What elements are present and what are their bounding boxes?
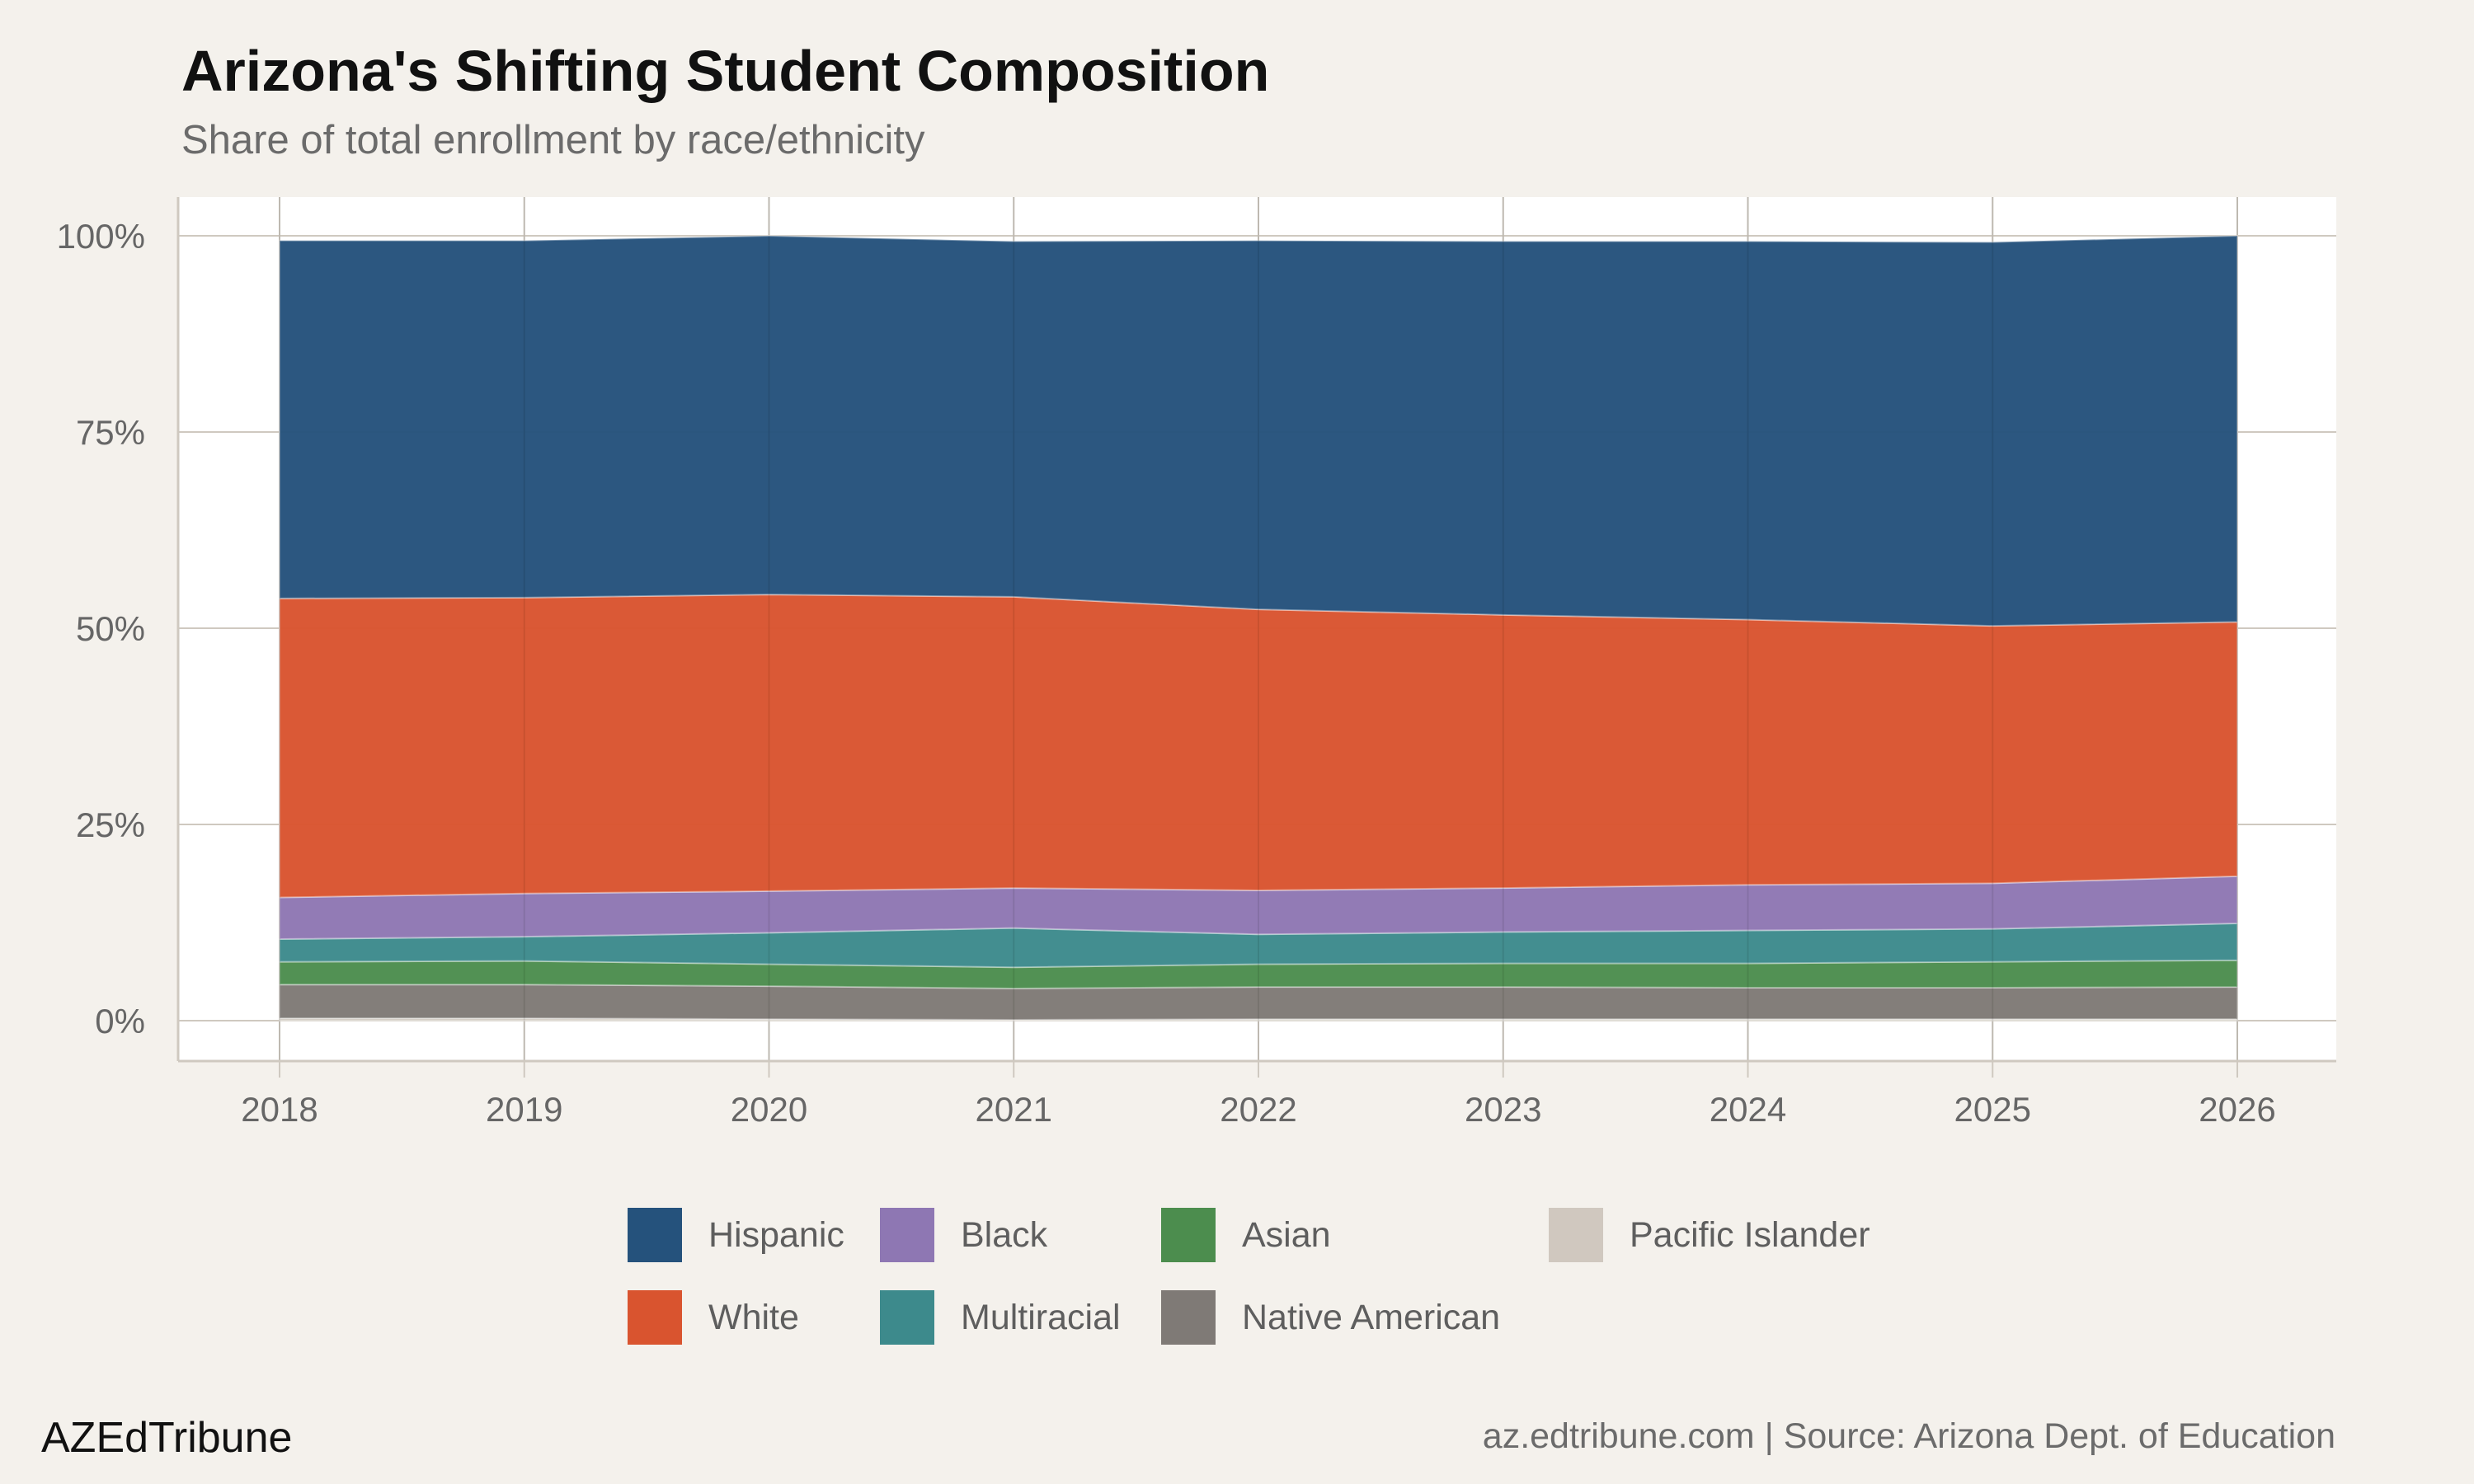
legend-swatch [1161, 1290, 1216, 1345]
legend-swatch [1549, 1208, 1603, 1262]
legend-swatch [880, 1290, 934, 1345]
area-native-american [279, 984, 2238, 1021]
x-tick-label: 2018 [241, 1090, 317, 1129]
legend-swatch [628, 1208, 682, 1262]
legend-label: Pacific Islander [1630, 1214, 1870, 1255]
x-tick-label: 2021 [976, 1090, 1052, 1129]
x-tick-label: 2020 [731, 1090, 807, 1129]
y-tick-label: 75% [76, 413, 145, 452]
y-tick-label: 0% [95, 1002, 145, 1040]
legend-label: Asian [1242, 1214, 1331, 1255]
legend-item: Black [880, 1208, 1047, 1262]
brand-logo-text: AZEdTribune [41, 1414, 293, 1462]
legend-label: Black [961, 1214, 1048, 1255]
legend-swatch [880, 1208, 934, 1262]
x-tick-label: 2024 [1710, 1090, 1786, 1129]
legend-item: Hispanic [628, 1208, 844, 1262]
x-tick-label: 2025 [1954, 1090, 2031, 1129]
y-tick-label: 25% [76, 805, 145, 844]
legend-label: Hispanic [708, 1214, 844, 1255]
legend-label: Multiracial [961, 1297, 1121, 1337]
chart-subtitle: Share of total enrollment by race/ethnic… [181, 118, 925, 162]
legend-swatch [1161, 1208, 1216, 1262]
legend-item: Native American [1161, 1290, 1500, 1345]
x-tick-label: 2026 [2199, 1090, 2275, 1129]
source-caption: az.edtribune.com | Source: Arizona Dept.… [1482, 1416, 2335, 1456]
area-hispanic [279, 234, 2238, 627]
chart-title: Arizona's Shifting Student Composition [181, 39, 1270, 103]
x-tick-label: 2022 [1220, 1090, 1296, 1129]
legend-item: White [628, 1290, 799, 1345]
area-pacific-islander [279, 1017, 2238, 1021]
legend-item: Multiracial [880, 1290, 1121, 1345]
legend-label: Native American [1242, 1297, 1501, 1337]
x-tick-label: 2023 [1465, 1090, 1541, 1129]
x-tick-label: 2019 [486, 1090, 562, 1129]
y-tick-label: 50% [76, 609, 145, 648]
legend-label: White [708, 1297, 799, 1337]
y-tick-label: 100% [57, 217, 145, 256]
legend-item: Asian [1161, 1208, 1331, 1262]
legend-swatch [628, 1290, 682, 1345]
legend-item: Pacific Islander [1549, 1208, 1870, 1262]
